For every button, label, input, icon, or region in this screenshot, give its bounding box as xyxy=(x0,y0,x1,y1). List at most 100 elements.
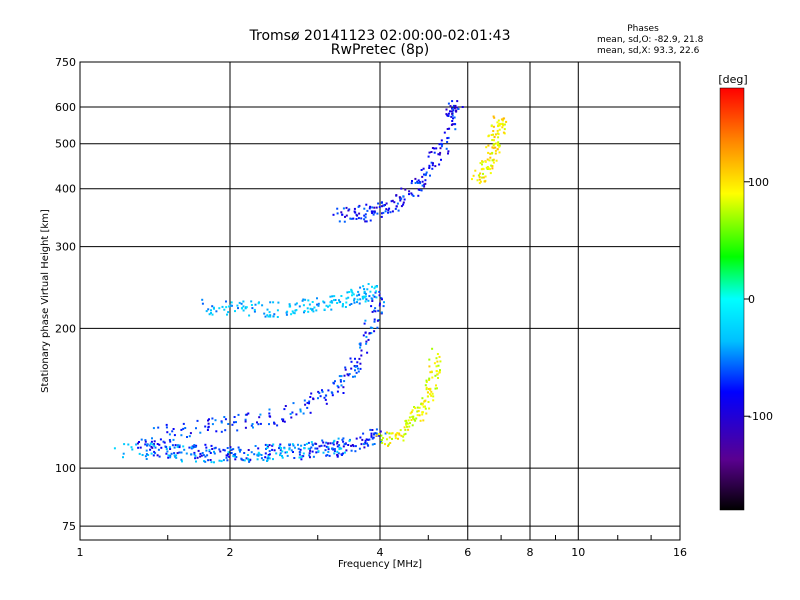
data-point xyxy=(389,442,392,444)
data-point xyxy=(236,304,239,307)
data-point xyxy=(211,305,214,308)
stats-line-x: mean, sd,X: 93.3, 22.6 xyxy=(597,46,700,56)
data-point xyxy=(417,188,420,191)
data-point xyxy=(403,426,406,429)
data-point xyxy=(436,373,439,376)
data-point xyxy=(437,153,440,156)
data-point xyxy=(226,447,229,449)
data-point xyxy=(480,168,483,171)
data-point xyxy=(382,204,385,207)
data-point xyxy=(412,417,414,420)
data-point xyxy=(341,305,344,308)
data-point xyxy=(329,295,332,298)
data-point xyxy=(328,454,331,457)
data-point xyxy=(240,302,243,305)
data-point xyxy=(390,200,393,203)
data-point xyxy=(297,447,300,450)
data-point xyxy=(359,286,362,289)
data-point xyxy=(294,446,296,449)
data-point xyxy=(145,458,148,460)
x-tick-label: 8 xyxy=(527,546,534,559)
data-point xyxy=(225,456,228,459)
data-point xyxy=(489,152,492,155)
data-point xyxy=(413,406,416,408)
data-point xyxy=(423,183,426,186)
data-point xyxy=(207,308,210,311)
data-point xyxy=(295,302,298,305)
data-point xyxy=(218,459,221,462)
data-point xyxy=(336,302,339,304)
data-point xyxy=(331,447,333,450)
data-point xyxy=(472,174,475,177)
data-point xyxy=(391,437,393,440)
data-point xyxy=(487,144,490,147)
data-point xyxy=(393,201,396,204)
data-point xyxy=(415,417,418,420)
data-point xyxy=(318,445,321,448)
data-point xyxy=(152,454,155,457)
data-point xyxy=(357,290,360,293)
data-point xyxy=(357,205,360,208)
data-point xyxy=(147,454,150,456)
data-point xyxy=(497,144,499,147)
data-point xyxy=(236,429,239,432)
data-point xyxy=(173,434,176,437)
data-point xyxy=(420,403,423,406)
data-point xyxy=(451,123,454,126)
data-point xyxy=(503,123,506,126)
data-point xyxy=(273,449,276,452)
data-point xyxy=(145,453,148,456)
data-point xyxy=(369,205,372,208)
data-point xyxy=(333,450,336,453)
data-point xyxy=(285,313,288,316)
data-point xyxy=(218,307,221,310)
data-point xyxy=(309,449,312,452)
y-axis-label: Stationary phase Virtual Height [km] xyxy=(40,209,51,393)
data-point xyxy=(211,313,214,316)
data-point xyxy=(233,416,236,418)
data-point xyxy=(492,130,495,132)
data-point xyxy=(267,454,270,456)
data-point xyxy=(353,299,355,302)
data-point xyxy=(279,454,281,457)
data-point xyxy=(173,452,176,455)
y-tick-label: 750 xyxy=(55,56,76,69)
data-point xyxy=(484,160,487,163)
data-point xyxy=(140,438,143,441)
y-tick-label: 100 xyxy=(55,462,76,475)
data-point xyxy=(427,388,430,390)
data-point xyxy=(145,449,148,452)
data-point xyxy=(375,434,378,437)
data-point xyxy=(281,418,284,421)
data-point xyxy=(231,423,234,426)
data-point xyxy=(308,400,311,403)
data-point xyxy=(149,448,152,451)
data-point xyxy=(345,214,348,217)
data-point xyxy=(371,298,374,301)
data-point xyxy=(340,384,343,387)
data-point xyxy=(294,303,297,306)
data-point xyxy=(291,443,294,446)
data-point xyxy=(273,422,276,425)
data-point xyxy=(264,452,267,455)
data-point xyxy=(327,442,330,445)
data-point xyxy=(242,459,245,462)
data-point xyxy=(144,439,147,442)
data-point xyxy=(431,347,434,350)
data-point xyxy=(322,441,325,444)
data-point xyxy=(229,448,232,451)
data-point xyxy=(156,454,159,457)
data-point xyxy=(244,307,247,310)
data-point xyxy=(417,182,419,184)
data-point xyxy=(324,449,327,452)
data-point xyxy=(213,452,216,455)
data-point xyxy=(184,427,187,429)
data-point xyxy=(290,416,293,419)
data-point xyxy=(306,401,309,404)
data-point xyxy=(371,429,374,431)
data-point xyxy=(426,395,429,398)
data-point xyxy=(430,390,433,393)
data-point xyxy=(169,448,172,450)
data-point xyxy=(347,374,350,377)
data-point xyxy=(386,438,388,441)
